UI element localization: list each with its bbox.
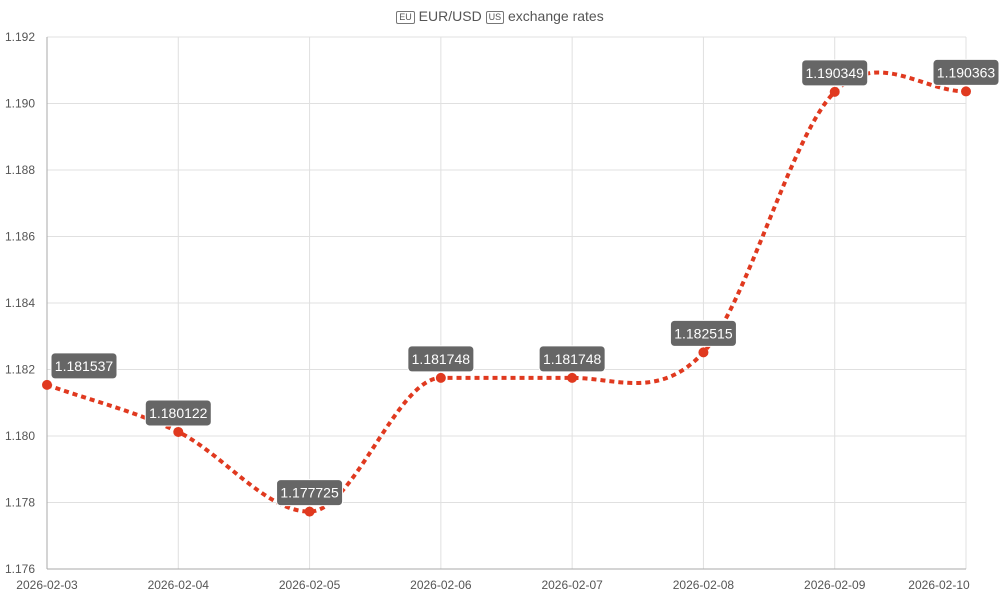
x-tick-label: 2026-02-09 bbox=[804, 578, 866, 592]
data-label-box bbox=[801, 59, 869, 87]
x-tick-label: 2026-02-07 bbox=[541, 578, 603, 592]
x-tick-label: 2026-02-10 bbox=[908, 578, 970, 592]
data-point bbox=[42, 379, 52, 390]
y-tick-label: 1.178 bbox=[5, 496, 35, 510]
y-tick-label: 1.192 bbox=[5, 30, 35, 44]
x-tick-label: 2026-02-06 bbox=[410, 578, 472, 592]
data-label: 1.190349 bbox=[806, 65, 865, 81]
data-point bbox=[567, 372, 578, 383]
series-line bbox=[46, 70, 967, 514]
data-point bbox=[961, 86, 971, 97]
eu-flag-icon: EU bbox=[396, 11, 415, 24]
data-label-box bbox=[50, 352, 118, 380]
y-tick-label: 1.188 bbox=[5, 163, 35, 177]
y-tick-label: 1.190 bbox=[5, 97, 35, 111]
y-tick-label: 1.180 bbox=[5, 429, 35, 443]
y-tick-label: 1.176 bbox=[5, 562, 35, 576]
data-point bbox=[173, 426, 184, 437]
data-label: 1.181537 bbox=[55, 358, 114, 374]
data-point bbox=[304, 506, 315, 517]
data-label-box bbox=[538, 345, 606, 373]
x-tick-label: 2026-02-05 bbox=[279, 578, 341, 592]
data-label: 1.181748 bbox=[543, 351, 602, 367]
data-label: 1.190363 bbox=[937, 64, 996, 80]
x-tick-label: 2026-02-03 bbox=[16, 578, 78, 592]
title-rest: exchange rates bbox=[507, 8, 604, 24]
title-pair: EUR/USD bbox=[418, 8, 482, 24]
data-label: 1.182515 bbox=[674, 325, 733, 341]
chart-title: EU EUR/USD US exchange rates bbox=[0, 8, 1000, 24]
data-label-box bbox=[407, 345, 475, 373]
data-point bbox=[435, 372, 446, 383]
us-flag-icon: US bbox=[485, 11, 505, 24]
data-label-box bbox=[669, 319, 737, 347]
data-point bbox=[698, 347, 709, 358]
data-label-box bbox=[144, 399, 212, 427]
data-label: 1.177725 bbox=[280, 485, 339, 501]
y-tick-label: 1.186 bbox=[5, 230, 35, 244]
y-tick-label: 1.182 bbox=[5, 363, 35, 377]
x-tick-label: 2026-02-08 bbox=[673, 578, 735, 592]
y-tick-label: 1.184 bbox=[5, 296, 35, 310]
data-label-box bbox=[932, 58, 1000, 86]
data-label: 1.180122 bbox=[149, 405, 208, 421]
data-label: 1.181748 bbox=[412, 351, 471, 367]
data-label-box bbox=[276, 479, 344, 507]
x-tick-label: 2026-02-04 bbox=[148, 578, 210, 592]
data-point bbox=[829, 86, 840, 97]
